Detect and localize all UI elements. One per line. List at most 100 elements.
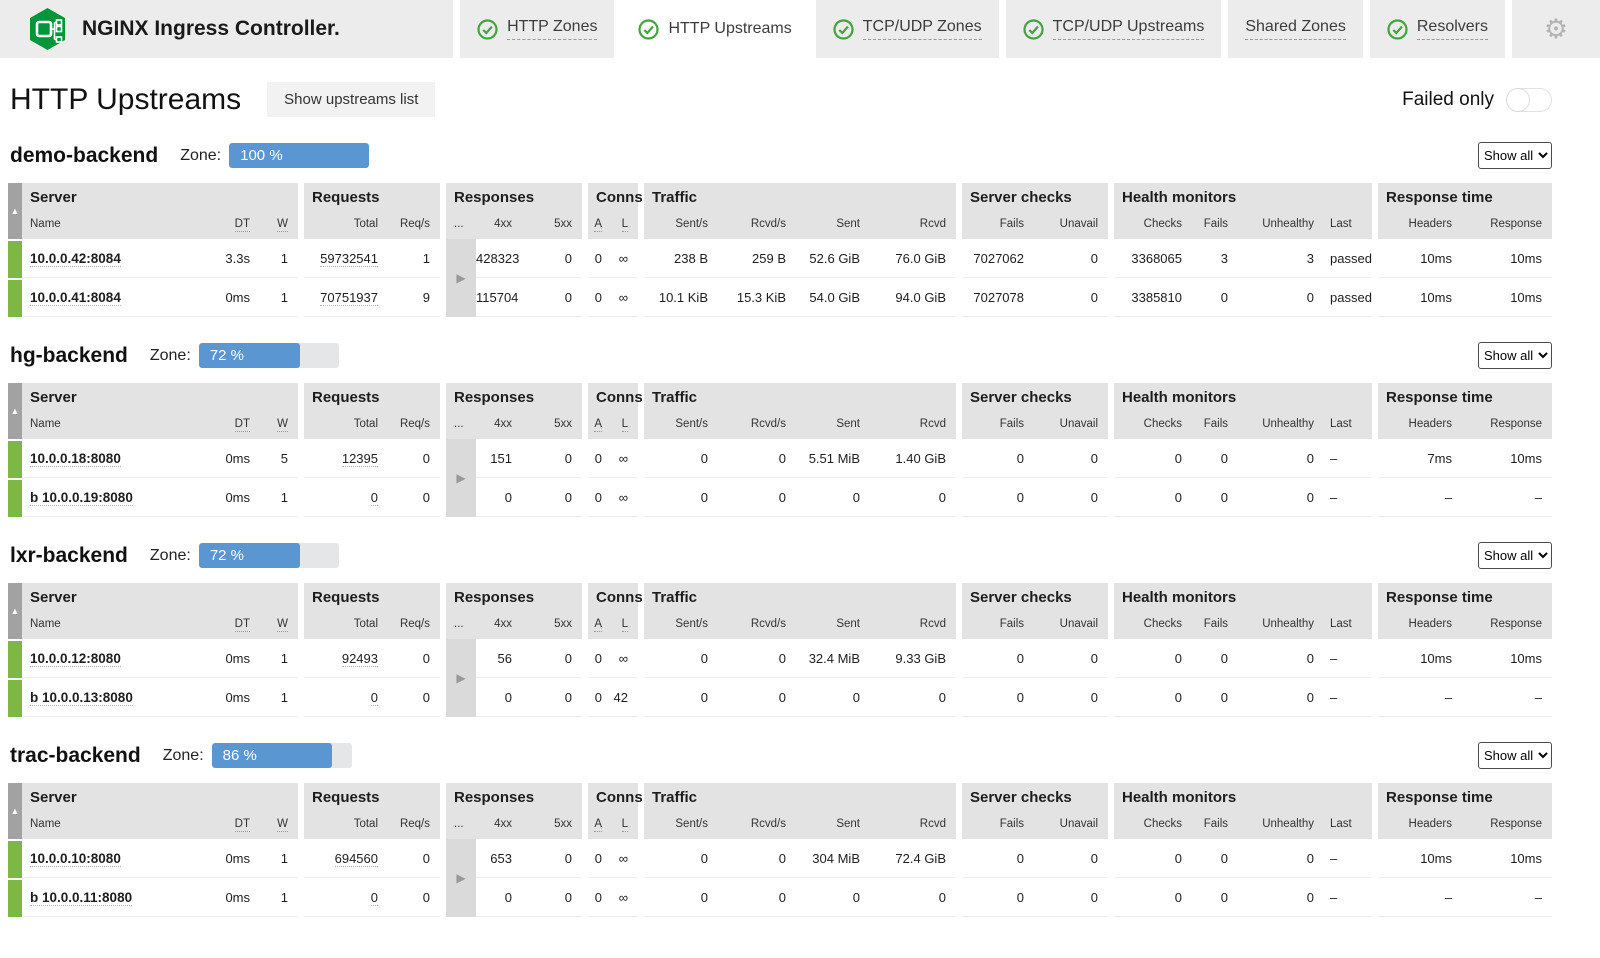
col-group-responses: Responses (446, 183, 582, 213)
cell-5xx: 0 (522, 680, 582, 717)
cell-sc-unavail: 0 (1034, 480, 1108, 517)
nav-tab-label: TCP/UDP Upstreams (1052, 18, 1205, 40)
col-sc-fails: Fails (962, 813, 1034, 839)
sort-w[interactable]: W (277, 218, 288, 232)
cell-hm-last: – (1324, 480, 1372, 517)
sort-conns-l[interactable]: L (621, 218, 628, 232)
show-all-select[interactable]: Show all (1478, 742, 1552, 769)
sort-conns-a[interactable]: A (594, 618, 602, 632)
tab-tcp-udp-zones[interactable]: TCP/UDP Zones (815, 0, 999, 58)
tab-http-upstreams[interactable]: HTTP Upstreams (621, 0, 809, 58)
col-group-server: Server (22, 583, 298, 613)
upstream-name: trac-backend (10, 743, 141, 767)
tab-shared-zones[interactable]: Shared Zones (1228, 0, 1363, 58)
cell-server-name: 10.0.0.41:8084 (22, 280, 212, 317)
requests-total-link[interactable]: 92493 (341, 651, 378, 667)
tab-tcp-udp-upstreams[interactable]: TCP/UDP Upstreams (1005, 0, 1222, 58)
col-hm-unhealthy: Unhealthy (1238, 813, 1324, 839)
tab-http-zones[interactable]: HTTP Zones (460, 0, 615, 58)
cell-w: 1 (260, 480, 298, 517)
sort-conns-l[interactable]: L (621, 818, 628, 832)
section-header: demo-backend Zone: 100 % Show all (10, 142, 1552, 169)
server-name-link[interactable]: 10.0.0.12:8080 (30, 651, 121, 667)
requests-total-link[interactable]: 12395 (341, 451, 378, 467)
col-rt-headers: Headers (1378, 413, 1462, 439)
cell-server-name: b 10.0.0.11:8080 (22, 880, 212, 917)
cell-w: 5 (260, 441, 298, 478)
server-name-link[interactable]: b 10.0.0.13:8080 (30, 690, 133, 706)
col-rt-response: Response (1462, 813, 1552, 839)
col-rt-headers: Headers (1378, 213, 1462, 239)
col-group-traffic: Traffic (644, 783, 956, 813)
sort-dt[interactable]: DT (234, 418, 250, 432)
cell-reqs: 0 (388, 480, 440, 517)
col-hm-checks: Checks (1114, 813, 1192, 839)
col-hm-last: Last (1324, 213, 1372, 239)
expand-arrow-icon: ▶ (456, 271, 466, 285)
responses-expander[interactable]: ▶ (446, 439, 476, 517)
sort-dt[interactable]: DT (234, 218, 250, 232)
cell-hm-checks: 3385810 (1114, 280, 1192, 317)
status-check-icon (833, 18, 854, 40)
failed-only-control: Failed only (1402, 87, 1552, 112)
cell-sent-s: 0 (644, 641, 718, 678)
col-name: Name (22, 813, 212, 839)
responses-expander[interactable]: ▶ (446, 839, 476, 917)
tab-resolvers[interactable]: Resolvers (1369, 0, 1505, 58)
zone-usage-fill: 72 % (198, 543, 300, 568)
requests-total-link[interactable]: 59732541 (320, 251, 378, 267)
status-check-icon (638, 18, 660, 40)
col-sc-unavail: Unavail (1034, 213, 1108, 239)
table-sort-gutter[interactable]: ▲ (8, 183, 22, 239)
sort-dt[interactable]: DT (234, 618, 250, 632)
settings-button[interactable]: ⚙ (1512, 0, 1600, 58)
sort-w[interactable]: W (277, 818, 288, 832)
server-name-link[interactable]: b 10.0.0.19:8080 (30, 490, 133, 506)
requests-total-link[interactable]: 0 (370, 690, 378, 706)
server-name-link[interactable]: b 10.0.0.11:8080 (30, 890, 133, 906)
show-all-select[interactable]: Show all (1478, 542, 1552, 569)
cell-total: 0 (304, 480, 388, 517)
failed-only-toggle[interactable] (1506, 87, 1552, 112)
cell-sent: 0 (796, 880, 870, 917)
sort-dt[interactable]: DT (234, 818, 250, 832)
cell-rcvd-s: 0 (718, 880, 796, 917)
sort-conns-a[interactable]: A (594, 818, 602, 832)
show-all-select[interactable]: Show all (1478, 342, 1552, 369)
sort-w[interactable]: W (277, 418, 288, 432)
show-upstreams-list-button[interactable]: Show upstreams list (267, 82, 436, 117)
server-name-link[interactable]: 10.0.0.10:8080 (30, 851, 121, 867)
cell-sc-unavail: 0 (1034, 680, 1108, 717)
col-group-responses: Responses (446, 383, 582, 413)
expand-arrow-icon: ▶ (456, 871, 466, 885)
sort-conns-l[interactable]: L (621, 418, 628, 432)
col-hm-checks: Checks (1114, 413, 1192, 439)
col-group-response-time: Response time (1378, 783, 1552, 813)
show-all-select[interactable]: Show all (1478, 142, 1552, 169)
sort-conns-a[interactable]: A (594, 218, 602, 232)
server-name-link[interactable]: 10.0.0.18:8080 (30, 451, 121, 467)
table-sort-gutter[interactable]: ▲ (8, 583, 22, 639)
sort-conns-l[interactable]: L (621, 618, 628, 632)
col-group-server: Server (22, 783, 298, 813)
cell-5xx: 0 (522, 641, 582, 678)
server-name-link[interactable]: 10.0.0.41:8084 (30, 290, 121, 306)
table-sort-gutter[interactable]: ▲ (8, 783, 22, 839)
col-sent-s: Sent/s (644, 213, 718, 239)
table-sort-gutter[interactable]: ▲ (8, 383, 22, 439)
sort-conns-a[interactable]: A (594, 418, 602, 432)
requests-total-link[interactable]: 70751937 (320, 290, 378, 306)
responses-expander[interactable]: ▶ (446, 239, 476, 317)
cell-rt-headers: 10ms (1378, 841, 1462, 878)
requests-total-link[interactable]: 0 (370, 490, 378, 506)
server-name-link[interactable]: 10.0.0.42:8084 (30, 251, 121, 267)
responses-expander[interactable]: ▶ (446, 639, 476, 717)
col-reqs: Req/s (388, 813, 440, 839)
requests-total-link[interactable]: 0 (370, 890, 378, 906)
cell-dt: 0ms (212, 680, 260, 717)
upstream-table: ▲ Server Requests Responses Conns Traffi… (8, 583, 1552, 717)
col-sent-s: Sent/s (644, 813, 718, 839)
col-dt: DT (212, 813, 260, 839)
sort-w[interactable]: W (277, 618, 288, 632)
requests-total-link[interactable]: 694560 (334, 851, 378, 867)
